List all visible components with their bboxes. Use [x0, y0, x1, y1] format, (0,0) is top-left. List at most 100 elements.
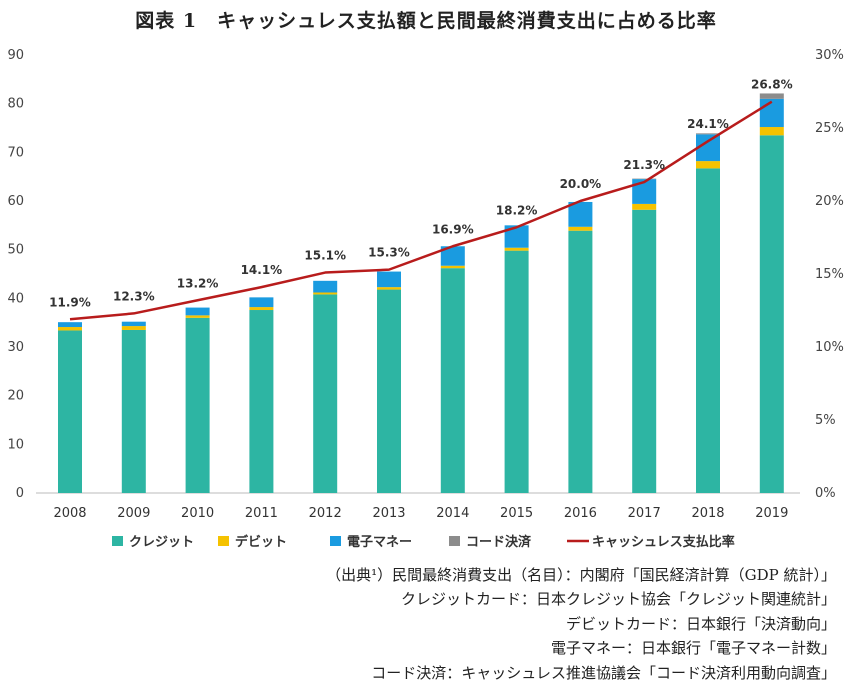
ratio-data-label: 18.2% [496, 203, 538, 217]
source-notes: （出典¹）民間最終消費支出（名目）：内閣府「国民経済計算（GDP 統計）」 クレ… [326, 563, 836, 685]
source-line: コード決済：キャッシュレス推進協議会「コード決済利用動向調査」 [371, 663, 836, 682]
x-tick-label: 2016 [564, 506, 597, 521]
right-tick-label: 30% [815, 48, 844, 63]
bar-segment [759, 98, 784, 128]
bars [58, 93, 784, 494]
legend-swatch [449, 536, 460, 546]
left-tick-label: 10 [7, 437, 24, 452]
x-tick-label: 2012 [309, 506, 342, 521]
bar-segment [313, 292, 338, 295]
ratio-data-label: 12.3% [113, 289, 155, 303]
bar-segment [249, 310, 274, 493]
ratio-line-path [69, 100, 773, 321]
x-tick-label: 2008 [53, 506, 86, 521]
bar-segment [185, 307, 210, 316]
ratio-data-label: 13.2% [177, 276, 219, 290]
bar-segment [696, 161, 720, 169]
x-tick-label: 2013 [372, 506, 405, 521]
x-tick-label: 2018 [691, 506, 724, 521]
legend: クレジット デビット 電子マネー コード決済 キャッシュレス支払比率 [112, 534, 735, 550]
legend-swatch [330, 536, 341, 546]
ratio-data-label: 24.1% [687, 117, 729, 131]
source-line: （出典¹）民間最終消費支出（名目）：内閣府「国民経済計算（GDP 統計）」 [326, 566, 836, 584]
legend-swatch [218, 536, 229, 546]
bar-segment [568, 226, 593, 231]
ratio-data-label: 11.9% [49, 295, 91, 309]
left-tick-label: 40 [7, 291, 24, 306]
legend-label: コード決済 [466, 534, 532, 550]
left-y-axis: 0 10 20 30 40 50 60 70 80 90 [7, 48, 24, 501]
bar-segment [58, 330, 82, 493]
x-tick-label: 2009 [117, 506, 150, 521]
x-tick-label: 2019 [755, 506, 788, 521]
x-tick-label: 2015 [500, 506, 533, 521]
bar-segment [377, 271, 401, 288]
legend-label: クレジット [129, 535, 194, 550]
bar-segment [249, 297, 274, 308]
right-tick-label: 20% [815, 194, 844, 209]
bar-segment [440, 268, 465, 493]
left-tick-label: 20 [7, 389, 24, 404]
legend-label: デビット [235, 534, 287, 550]
ratio-data-label: 21.3% [623, 158, 665, 172]
left-tick-label: 30 [7, 340, 24, 355]
left-tick-label: 70 [7, 145, 24, 160]
right-tick-label: 0% [815, 486, 836, 501]
bar-segment [249, 307, 274, 311]
bar-segment [504, 225, 529, 248]
bar-segment [696, 133, 720, 135]
legend-label: キャッシュレス支払比率 [592, 534, 735, 550]
ratio-data-label: 15.1% [304, 249, 346, 263]
x-tick-label: 2011 [245, 506, 278, 521]
x-tick-label: 2014 [436, 506, 469, 521]
left-tick-label: 0 [16, 486, 24, 501]
bar-segment [121, 329, 146, 493]
bar-segment [121, 326, 146, 330]
ratio-line: 11.9% 12.3% 13.2% 14.1% 15.1% 15.3% 16.9% 18.2%… [49, 78, 793, 321]
x-tick-label: 2017 [628, 506, 661, 521]
right-tick-label: 10% [815, 340, 844, 355]
left-tick-label: 80 [7, 97, 24, 112]
bar-segment [313, 280, 338, 293]
right-tick-label: 25% [815, 121, 844, 136]
bar-segment [185, 317, 210, 493]
left-tick-label: 90 [7, 48, 24, 63]
ratio-data-label: 15.3% [368, 246, 410, 260]
source-line: クレジットカード：日本クレジット協会「クレジット関連統計」 [400, 590, 836, 609]
bar-segment [696, 168, 720, 494]
ratio-data-label: 20.0% [560, 177, 602, 191]
bar-segment [185, 315, 210, 318]
bar-segment [377, 287, 401, 290]
bar-segment [121, 321, 146, 327]
bar-segment [632, 209, 657, 493]
right-tick-label: 15% [815, 267, 844, 282]
bar-segment [568, 230, 593, 494]
bar-segment [440, 246, 465, 266]
chart-title: 図表 1 キャッシュレス支払額と民間最終消費支出に占める比率 [135, 10, 717, 32]
x-axis-ticks: 2008 2009 2010 2011 2012 2013 2014 2015 2016 2017… [53, 506, 788, 521]
ratio-data-label: 16.9% [432, 222, 474, 236]
bar-segment [632, 203, 657, 210]
bar-segment [377, 289, 401, 493]
bar-segment [568, 201, 593, 227]
ratio-data-label: 26.8% [751, 78, 793, 92]
ratio-data-label: 14.1% [241, 263, 283, 277]
bar-segment [313, 294, 338, 493]
bar-segment [504, 250, 529, 493]
left-tick-label: 60 [7, 194, 24, 209]
bar-segment [504, 247, 529, 251]
source-line: デビットカード：日本銀行「決済動向」 [565, 614, 836, 633]
bar-segment [759, 135, 784, 494]
right-y-axis: 0% 5% 10% 15% 20% 25% 30% [815, 48, 844, 501]
bar-segment [440, 265, 465, 269]
source-line: 電子マネー：日本銀行「電子マネー計数」 [550, 639, 836, 658]
bar-segment [58, 327, 82, 331]
x-tick-label: 2010 [181, 506, 214, 521]
bar-segment [759, 127, 784, 136]
legend-label: 電子マネー [347, 535, 412, 550]
legend-swatch [112, 536, 123, 546]
left-tick-label: 50 [7, 243, 24, 258]
right-tick-label: 5% [815, 413, 836, 428]
bar-segment [58, 322, 82, 328]
